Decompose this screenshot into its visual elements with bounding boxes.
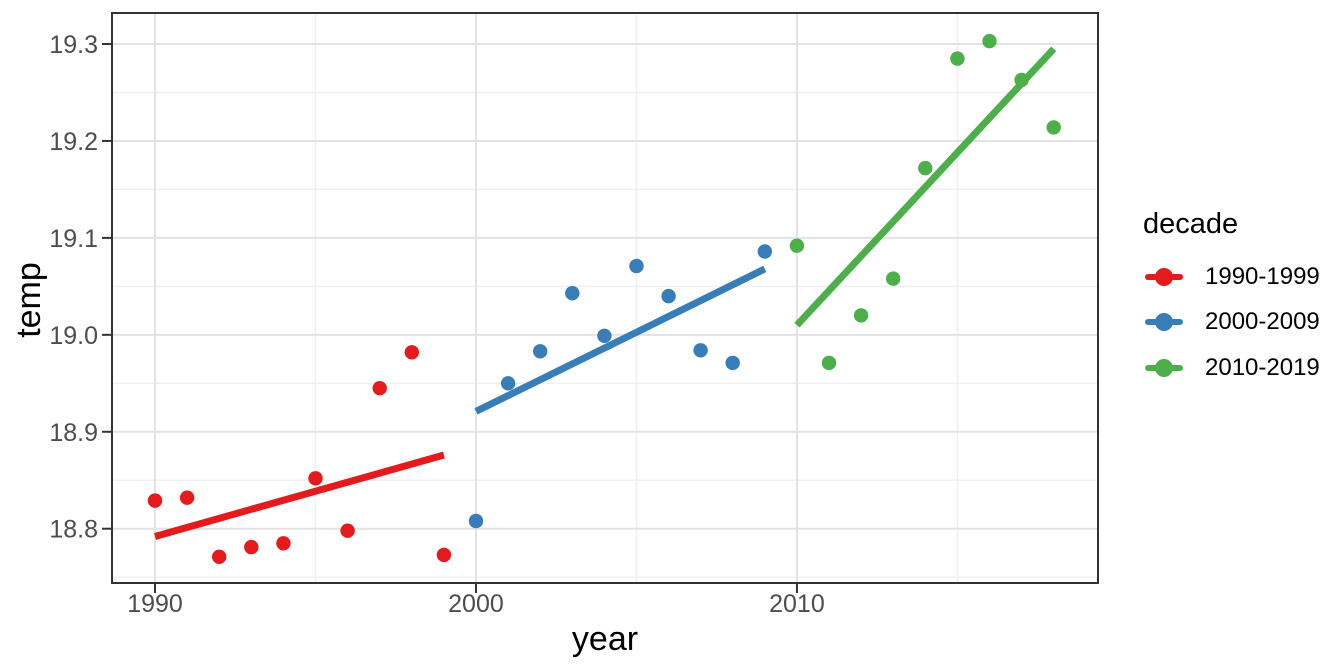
data-point-2000-2009 [500, 376, 516, 391]
data-point-2010-2019 [982, 33, 997, 49]
data-point-2010-2019 [821, 355, 837, 371]
y-tick-label: 19.2 [49, 128, 98, 156]
legend-key-dot [1155, 358, 1173, 377]
legend-rows: 1990-1999 2000-2009 2010-2019 [1143, 254, 1320, 391]
data-point-1990-1999 [436, 547, 452, 563]
data-point-2000-2009 [533, 344, 548, 359]
legend-label: 1990-1999 [1205, 262, 1320, 290]
x-tick-label: 2010 [769, 590, 825, 618]
panel-background [112, 13, 1098, 583]
y-axis-title: temp [10, 262, 48, 338]
legend-item-2000-2009: 2000-2009 [1143, 300, 1320, 346]
legend-label: 2010-2019 [1205, 353, 1320, 381]
legend-key-icon [1145, 267, 1183, 287]
data-point-1990-1999 [147, 493, 163, 508]
legend-title: decade [1143, 208, 1239, 240]
data-point-1990-1999 [179, 490, 195, 505]
trend-line-2000-2009 [474, 265, 767, 415]
x-axis-title: year [571, 620, 639, 658]
data-point-2010-2019 [950, 51, 965, 66]
data-point-1990-1999 [212, 549, 227, 564]
data-point-2000-2009 [597, 328, 612, 343]
x-tick-label: 1990 [127, 590, 183, 618]
data-point-1990-1999 [276, 536, 291, 551]
data-point-1990-1999 [404, 345, 419, 360]
y-tick-label: 18.9 [49, 419, 98, 447]
trend-line-1990-1999 [154, 451, 445, 540]
legend-item-1990-1999: 1990-1999 [1143, 254, 1320, 300]
data-point-2000-2009 [693, 343, 708, 358]
data-point-2000-2009 [629, 258, 644, 274]
data-point-2000-2009 [757, 244, 772, 259]
data-point-2000-2009 [725, 355, 740, 371]
data-point-1990-1999 [372, 381, 387, 396]
legend-key-dot [1155, 313, 1173, 332]
y-tick-label: 19.0 [49, 322, 98, 350]
legend-item-2010-2019: 2010-2019 [1143, 345, 1320, 391]
y-tick-label: 19.3 [49, 31, 98, 59]
panel-border [111, 12, 1099, 584]
trend-line-2010-2019 [794, 46, 1057, 328]
data-point-2000-2009 [661, 288, 676, 304]
legend: decade 1990-1999 2000-2009 2010-2019 [1143, 210, 1320, 391]
data-point-2010-2019 [918, 160, 933, 176]
data-point-2010-2019 [853, 308, 869, 323]
y-tick-label: 19.1 [49, 225, 98, 253]
data-point-1990-1999 [244, 539, 259, 555]
data-point-2010-2019 [1014, 72, 1029, 88]
legend-label: 2000-2009 [1205, 308, 1320, 336]
legend-key-icon [1145, 312, 1183, 332]
data-point-2010-2019 [886, 271, 901, 286]
data-point-2000-2009 [565, 286, 580, 301]
data-point-1990-1999 [308, 471, 323, 486]
y-tick-label: 18.8 [49, 516, 98, 544]
legend-key-icon [1145, 358, 1183, 378]
x-tick-label: 2000 [448, 590, 504, 618]
data-point-2010-2019 [789, 238, 805, 253]
data-point-2000-2009 [468, 513, 484, 529]
data-point-1990-1999 [340, 523, 355, 538]
legend-key-dot [1155, 267, 1173, 286]
data-point-2010-2019 [1046, 120, 1061, 135]
